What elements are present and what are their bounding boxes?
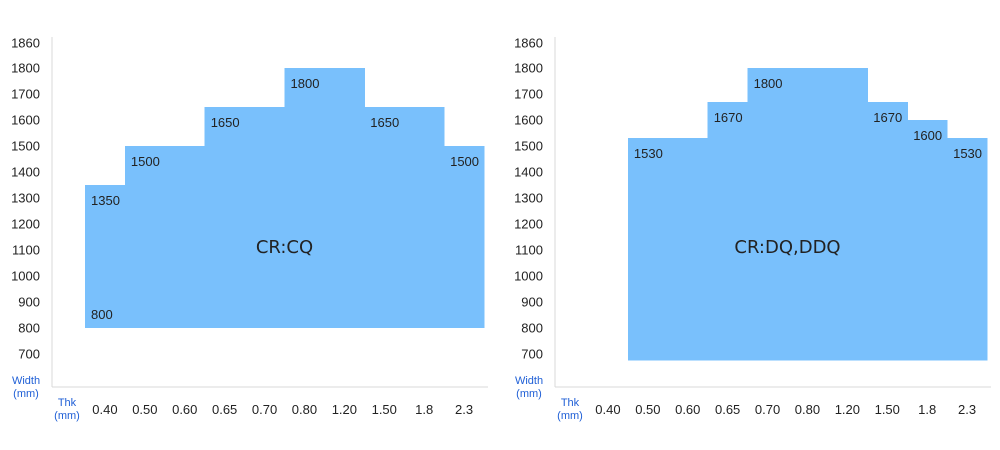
y-tick-label: 1000 [514, 269, 543, 284]
chart-panel-2: 1860 1800 1700 1600 1500 1400 1300 1200 1100 1000… [514, 36, 991, 422]
range-step-bar [667, 138, 709, 361]
range-step-bar [204, 107, 246, 328]
x-tick-label: 0.80 [795, 402, 820, 417]
x-tick-label: 0.50 [635, 402, 660, 417]
value-annotation: 1650 [211, 115, 240, 130]
x-tick-label: 0.60 [675, 402, 700, 417]
x-axis-unit-label: Thk [561, 397, 580, 409]
range-step-bar [124, 146, 166, 328]
x-tick-label: 1.50 [372, 402, 397, 417]
value-annotation: 1600 [913, 128, 942, 143]
y-tick-label: 1300 [514, 191, 543, 206]
x-axis-unit-label: (mm) [557, 410, 583, 422]
range-step-bar [787, 68, 828, 361]
y-tick-label: 1100 [515, 243, 543, 258]
range-step-bar [747, 68, 789, 361]
x-tick-label: 1.20 [835, 402, 860, 417]
value-annotation: 1530 [953, 146, 982, 161]
x-tick-label: 0.65 [715, 402, 740, 417]
y-tick-label: 900 [18, 295, 40, 310]
range-step-bar [85, 185, 126, 328]
x-tick-label: 1.50 [875, 402, 900, 417]
range-step-bar [907, 120, 948, 361]
y-axis-unit-label: (mm) [13, 388, 39, 400]
y-tick-label: 700 [521, 347, 543, 362]
range-step-bar [827, 68, 868, 361]
range-step-bar [164, 146, 206, 328]
value-annotation: 1500 [131, 154, 160, 169]
value-annotation: 800 [91, 307, 113, 322]
y-tick-label: 1100 [12, 243, 40, 258]
range-step-bar [364, 107, 405, 328]
x-tick-label: 0.50 [132, 402, 157, 417]
x-axis-unit-label: (mm) [54, 410, 80, 422]
x-tick-label: 0.65 [212, 402, 237, 417]
value-annotation: 1350 [91, 193, 120, 208]
x-tick-label: 0.70 [252, 402, 277, 417]
value-annotation: 1530 [634, 146, 663, 161]
y-tick-label: 1600 [514, 113, 543, 128]
y-tick-label: 1200 [514, 217, 543, 232]
range-step-bar [324, 68, 365, 328]
x-tick-label: 0.60 [172, 402, 197, 417]
value-annotation: 1800 [291, 76, 320, 91]
y-tick-label: 1800 [514, 61, 543, 76]
y-axis-unit-label: Width [12, 375, 40, 387]
x-tick-label: 0.40 [595, 402, 620, 417]
y-tick-label: 1400 [514, 165, 543, 180]
range-step-bar [707, 101, 749, 361]
y-axis-unit-label: (mm) [516, 388, 542, 400]
y-tick-label: 1800 [11, 61, 40, 76]
x-axis-unit-label: Thk [58, 397, 77, 409]
y-tick-label: 1600 [11, 113, 40, 128]
x-tick-label: 2.3 [455, 402, 473, 417]
range-step-bar [244, 107, 286, 328]
value-annotation: 1670 [714, 110, 743, 125]
range-step-bar [947, 138, 988, 361]
value-annotation: 1800 [754, 76, 783, 91]
y-tick-label: 800 [521, 321, 543, 336]
y-tick-label: 1200 [11, 217, 40, 232]
value-annotation: 1670 [873, 110, 902, 125]
x-tick-label: 0.40 [92, 402, 117, 417]
y-tick-label: 1400 [11, 165, 40, 180]
y-tick-label: 700 [18, 347, 40, 362]
y-tick-label: 1700 [514, 87, 543, 102]
x-tick-label: 0.80 [292, 402, 317, 417]
y-tick-label: 1700 [11, 87, 40, 102]
y-tick-label: 1300 [11, 191, 40, 206]
y-tick-label: 800 [18, 321, 40, 336]
range-step-bar [867, 101, 908, 361]
y-tick-label: 1000 [11, 269, 40, 284]
x-tick-label: 1.20 [332, 402, 357, 417]
value-annotation: 1650 [370, 115, 399, 130]
range-step-bar [627, 138, 669, 361]
range-step-bar [444, 146, 485, 328]
y-tick-label: 1860 [11, 36, 40, 51]
range-step-bar [284, 68, 325, 328]
x-tick-label: 1.8 [415, 402, 433, 417]
y-tick-label: 1860 [514, 36, 543, 51]
y-tick-label: 1500 [514, 139, 543, 154]
y-tick-label: 900 [521, 295, 543, 310]
x-tick-label: 0.70 [755, 402, 780, 417]
grade-label: CR:CQ [256, 237, 313, 258]
x-tick-label: 2.3 [958, 402, 976, 417]
x-tick-label: 1.8 [918, 402, 936, 417]
range-step-bar [404, 107, 445, 328]
value-annotation: 1500 [450, 154, 479, 169]
grade-label: CR:DQ,DDQ [734, 237, 840, 258]
chart-panel-1: 1860 1800 1700 1600 1500 1400 1300 1200 1100 1000… [11, 36, 488, 422]
y-tick-label: 1500 [11, 139, 40, 154]
y-axis-unit-label: Width [515, 375, 543, 387]
